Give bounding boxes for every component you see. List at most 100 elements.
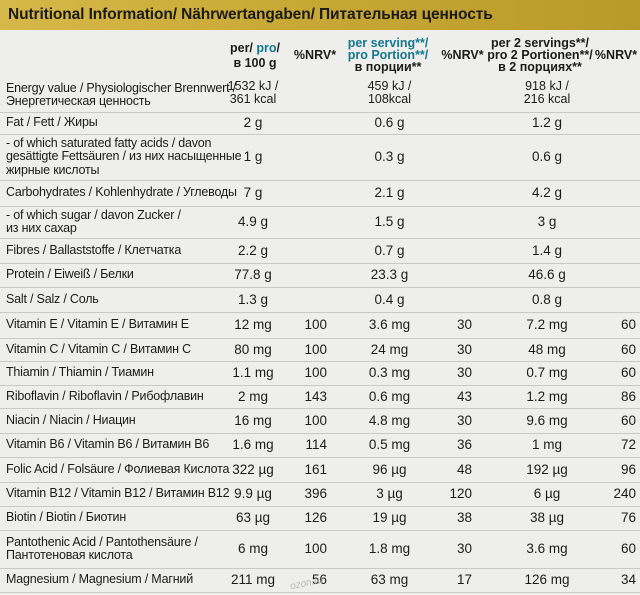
value-per-2-servings: 0.8 g	[531, 291, 563, 307]
header-per-serving-de: pro Portion**/	[347, 48, 429, 62]
row-divider	[0, 287, 640, 288]
value-per-serving: 0.4 g	[374, 291, 405, 307]
nrv-per-serving: 43	[456, 388, 472, 404]
value-per-serving: 0.7 g	[374, 242, 405, 258]
nrv-per-2-servings: 34	[620, 572, 636, 587]
row-divider	[0, 112, 640, 113]
value-per-serving: 3.6 mg	[368, 317, 411, 332]
table-row: Niacin / Niacin / Ниацин 16 mg 100 4.8 mg 30…	[0, 408, 640, 433]
table-title: Nutritional Information/ Nährwertangaben…	[8, 6, 493, 23]
header-per-serving-ru: в порции**	[354, 60, 422, 74]
table-row: Thiamin / Thiamin / Тиамин 1.1 mg 100 0.3 m…	[0, 361, 640, 385]
value-per-serving: 3 µg	[376, 486, 403, 501]
nutrient-label-line: Energy value / Physiologischer Brennwert…	[6, 80, 236, 95]
nrv-per-serving: 30	[456, 541, 472, 556]
value-per-serving: 0.6 mg	[368, 388, 411, 404]
nrv-per-100g: 56	[311, 572, 327, 587]
nrv-per-100g: 126	[304, 510, 327, 525]
header-nrv-2: %NRV*	[441, 48, 484, 62]
table-row: Vitamin B6 / Vitamin B6 / Витамин B6 1.6 …	[0, 433, 640, 457]
row-divider	[0, 180, 640, 181]
header-per-100g-line2: в 100 g	[233, 56, 277, 70]
nrv-per-100g: 100	[304, 412, 327, 428]
nutrient-label-line: Niacin / Niacin / Ниацин	[6, 412, 136, 427]
nutrient-label: - of which sugar / davon Zucker / из них …	[6, 207, 244, 236]
row-divider	[0, 385, 640, 386]
nrv-per-serving: 30	[456, 365, 472, 380]
header-per-serving: per serving**/ pro Portion**/ в порции**	[342, 37, 434, 74]
nrv-per-100g: 161	[304, 461, 327, 477]
title-banner: Nutritional Information/ Nährwertangaben…	[0, 0, 640, 30]
row-divider	[0, 408, 640, 409]
header-nrv-3: %NRV*	[594, 48, 638, 62]
nutrient-label-line: Salt / Salz / Соль	[6, 291, 99, 306]
value-per-100g: 9.9 µg	[234, 486, 272, 501]
row-divider	[0, 592, 640, 593]
nrv-per-2-servings: 60	[620, 365, 636, 380]
nrv-per-100g: 100	[304, 317, 327, 332]
table-row: Vitamin E / Vitamin E / Витамин E 12 mg 10…	[0, 312, 640, 338]
row-divider	[0, 361, 640, 362]
nutrient-label: Fat / Fett / Жиры	[6, 116, 244, 130]
table-row: Riboflavin / Riboflavin / Рибофлавин 2 mg…	[0, 385, 640, 408]
nrv-per-serving: 38	[456, 510, 472, 525]
value-per-serving: 4.8 mg	[368, 412, 411, 428]
row-divider	[0, 530, 640, 531]
table-row: Vitamin B12 / Vitamin B12 / Витамин B12 9…	[0, 482, 640, 506]
row-divider	[0, 457, 640, 458]
table-row: Protein / Eiweiß / Белки 77.8 g 23.3 g 46.6…	[0, 263, 640, 287]
nrv-per-100g: 114	[305, 437, 327, 452]
nutrient-label-line: из них сахар	[6, 221, 77, 235]
table-row: Pantothenic Acid / Pantothensäure / Панто…	[0, 530, 640, 568]
row-divider	[0, 238, 640, 239]
row-divider	[0, 568, 640, 569]
header-per-100g: per/ pro/ в 100 g	[215, 42, 295, 70]
row-divider	[0, 433, 640, 434]
row-divider	[0, 134, 640, 135]
value-per-100g: 211 mg	[230, 572, 276, 587]
value-per-serving: 1.8 mg	[368, 541, 411, 556]
nutrient-label-line: - of which saturated fatty acids / davon	[6, 135, 212, 150]
value-per-serving: 19 µg	[372, 510, 407, 525]
nrv-per-serving: 30	[456, 412, 472, 428]
value-per-2-servings: 3.6 mg	[526, 541, 568, 556]
value-per-100g: 1.1 mg	[232, 365, 274, 380]
value-per-2-servings: 0.7 mg	[526, 365, 568, 380]
nrv-per-100g: 396	[304, 486, 327, 501]
nrv-per-100g: 143	[304, 388, 327, 404]
table-row: Folic Acid / Folsäure / Фолиевая Кислота…	[0, 457, 640, 482]
value-per-serving: 0.3 g	[374, 149, 405, 164]
value-per-100g: 7 g	[243, 185, 263, 200]
nutrient-label-line: Magnesium / Magnesium / Магний	[6, 572, 193, 587]
nrv-per-serving: 30	[456, 317, 472, 332]
value-per-2-servings: 48 mg	[528, 341, 566, 357]
value-per-100g: 1.6 mg	[232, 437, 274, 452]
nutrient-label-line: Thiamin / Thiamin / Тиамин	[6, 365, 154, 380]
row-divider	[0, 206, 640, 207]
nutrient-label-line: жирные кислоты	[6, 162, 100, 177]
nutrient-label-line: gesättigte Fettsäuren / из них насыщенны…	[6, 149, 242, 164]
table-row: Magnesium / Magnesium / Магний 211 mg 56 63…	[0, 568, 640, 592]
nutrient-label: Niacin / Niacin / Ниацин	[6, 412, 244, 428]
nutrient-label-line: Riboflavin / Riboflavin / Рибофлавин	[6, 388, 204, 403]
nutrient-label-line: Fibres / Ballaststoffe / Клетчатка	[6, 242, 182, 257]
nrv-per-2-servings: 96	[620, 461, 636, 477]
value-per-serving: 0.3 mg	[368, 365, 411, 380]
nutrient-label: Thiamin / Thiamin / Тиамин	[6, 366, 244, 380]
nutrient-label-line: Folic Acid / Folsäure / Фолиевая Кислота	[6, 461, 230, 476]
nutrient-label-line: Пантотеновая кислота	[6, 548, 133, 562]
nutrient-label: Vitamin B12 / Vitamin B12 / Витамин B12	[6, 487, 244, 501]
nrv-per-100g: 100	[304, 341, 327, 357]
table-row: Fibres / Ballaststoffe / Клетчатка 2.2 g 0…	[0, 238, 640, 263]
nutrient-label-line: Vitamin B6 / Vitamin B6 / Витамин B6	[6, 437, 210, 452]
value-per-100g: 16 mg	[234, 412, 272, 428]
value-per-100g: 6 mg	[237, 541, 268, 556]
nutrient-label-line: Fat / Fett / Жиры	[6, 115, 98, 130]
nutrient-label-line: Энергетическая ценность	[6, 94, 151, 108]
nrv-per-2-servings: 60	[620, 412, 636, 428]
value-per-serving: 0.5 mg	[368, 437, 411, 452]
nutrient-label-line: - of which sugar / davon Zucker /	[6, 207, 181, 222]
nrv-per-2-servings: 86	[620, 388, 636, 404]
nutrient-label-line: Pantothenic Acid / Pantothensäure /	[6, 534, 198, 549]
value-per-serving: 0.6 g	[374, 115, 405, 130]
